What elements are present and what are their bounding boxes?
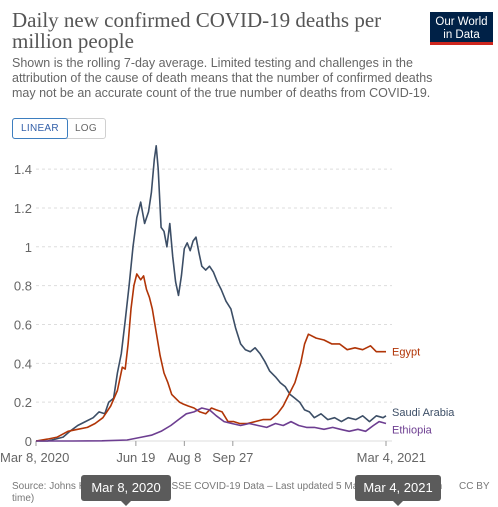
y-tick-label: 0 xyxy=(25,434,32,449)
y-tick-label: 0.8 xyxy=(14,279,32,294)
y-tick-label: 0.6 xyxy=(14,317,32,332)
x-tick-label: Sep 27 xyxy=(212,450,253,465)
scale-toggle: LINEAR LOG xyxy=(12,118,106,139)
x-tick-label: Jun 19 xyxy=(116,450,155,465)
y-tick-label: 0.2 xyxy=(14,395,32,410)
logo-line-2: in Data xyxy=(443,28,480,41)
series-label-saudi-arabia: Saudi Arabia xyxy=(392,407,455,419)
y-tick-label: 0.4 xyxy=(14,356,32,371)
timeline-end-pointer xyxy=(393,501,403,506)
timeline-start-label: Mar 8, 2020 xyxy=(91,480,161,495)
series-label-ethiopia: Ethiopia xyxy=(392,425,433,437)
timeline-end-label: Mar 4, 2021 xyxy=(363,480,433,495)
logo-line-1: Our World xyxy=(435,15,488,28)
chart-title: Daily new confirmed COVID-19 deaths per … xyxy=(12,8,382,53)
line-chart: 0 0.2 0.4 0.6 0.8 1 1.2 1.4 Mar 8, 2020 Jun 19 Aug… xyxy=(0,145,455,465)
series-line-egypt xyxy=(35,273,386,442)
linear-scale-button[interactable]: LINEAR xyxy=(12,118,68,139)
timeline-start-handle[interactable]: Mar 8, 2020 xyxy=(81,475,171,506)
chart-subtitle: Shown is the rolling 7-day average. Limi… xyxy=(12,56,433,100)
license-link[interactable]: CC BY xyxy=(459,481,490,492)
x-tick-label: Mar 4, 2021 xyxy=(357,450,426,465)
owid-logo[interactable]: Our World in Data xyxy=(430,12,493,45)
series-line-ethiopia xyxy=(36,407,387,442)
x-tick-label: Mar 8, 2020 xyxy=(0,450,69,465)
series-label-egypt: Egypt xyxy=(392,347,420,359)
source-note: Source: Johns Hopkins University CSSE CO… xyxy=(12,481,443,504)
logo-accent-bar xyxy=(430,42,493,45)
timeline-start-pointer xyxy=(121,501,131,506)
y-tick-label: 1 xyxy=(25,240,32,255)
y-tick-label: 1.4 xyxy=(14,162,32,177)
log-scale-button[interactable]: LOG xyxy=(74,123,97,134)
y-tick-label: 1.2 xyxy=(14,201,32,216)
series-line-saudi-arabia xyxy=(36,145,387,442)
x-tick-label: Aug 8 xyxy=(167,450,201,465)
timeline-end-handle[interactable]: Mar 4, 2021 xyxy=(355,475,441,506)
